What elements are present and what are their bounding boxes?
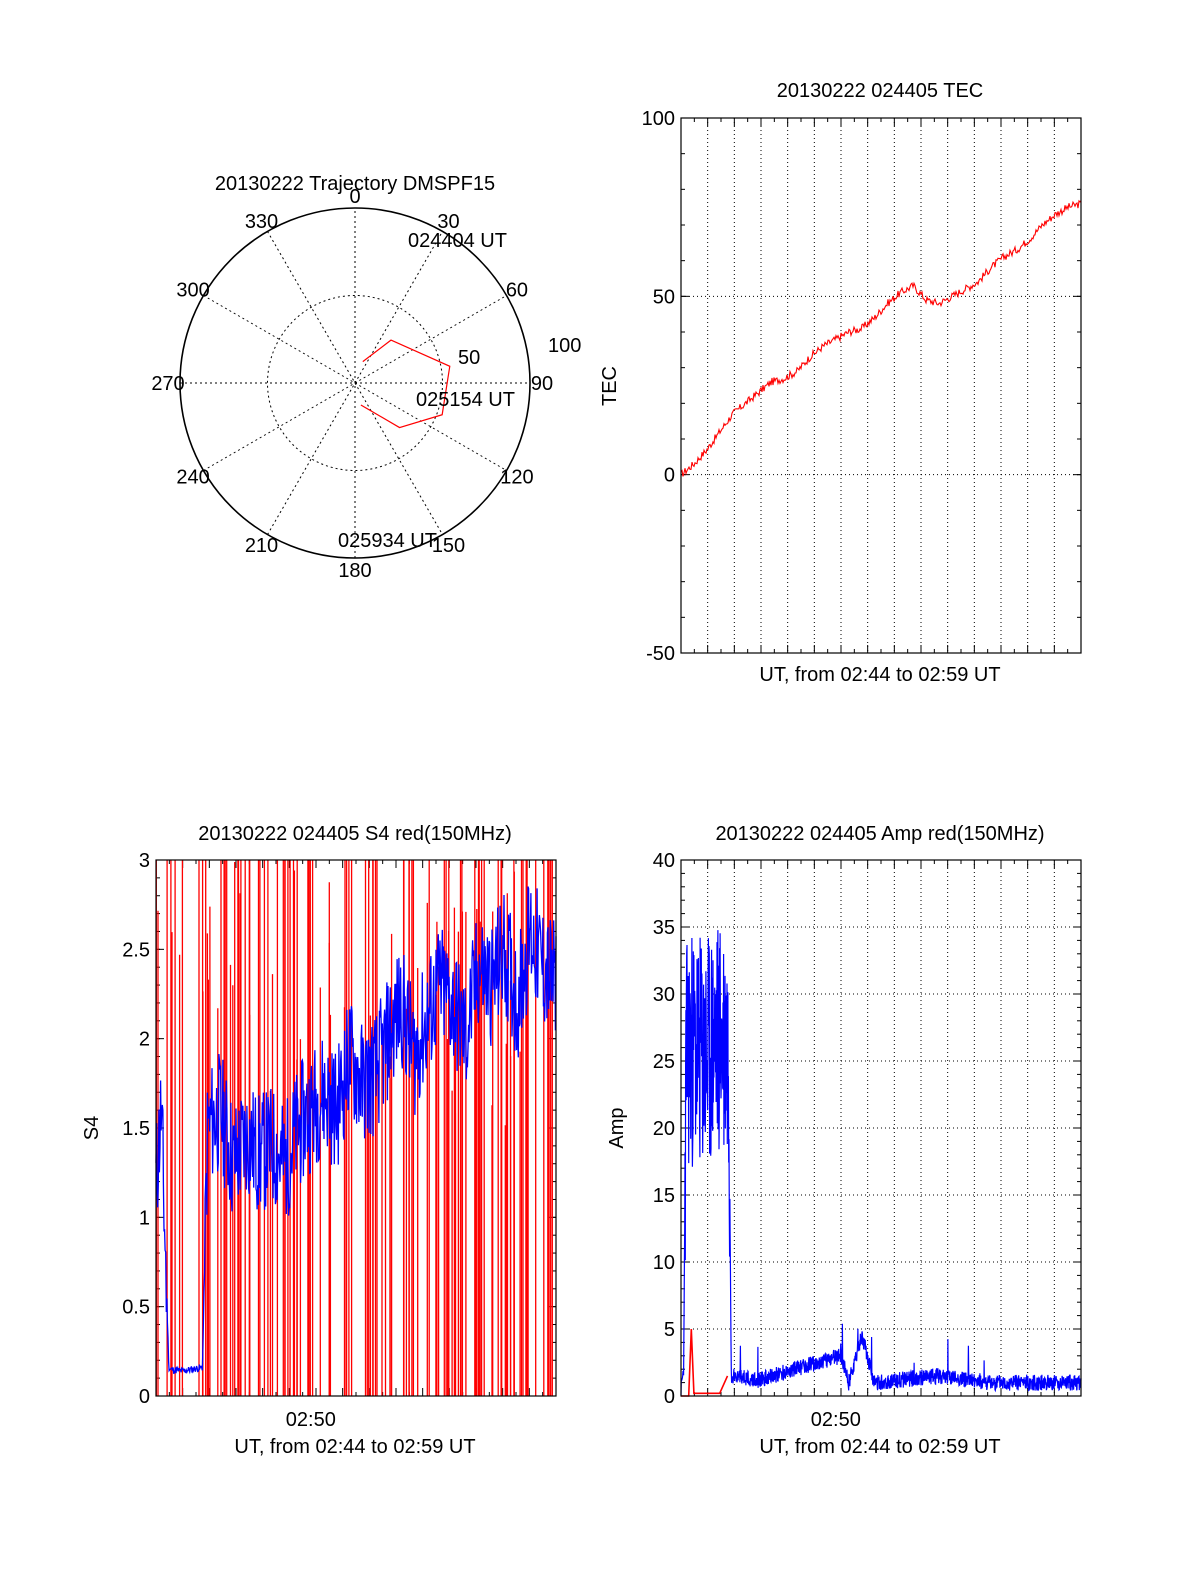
polar-spoke [267, 231, 443, 535]
polar-inner-circle [267, 295, 443, 471]
polar-angle-label: 300 [176, 280, 209, 302]
polar-angle-label: 150 [432, 535, 465, 557]
polar-angle-label: 0 [349, 186, 360, 208]
tec-ylabel: TEC [599, 366, 621, 406]
s4-xtick-label: 02:50 [286, 1409, 336, 1431]
polar-angle-label: 180 [338, 560, 371, 582]
amp-xlabel: UT, from 02:44 to 02:59 UT [759, 1436, 1000, 1458]
amp-ytick-label: 0 [664, 1386, 675, 1408]
tec-ytick-label: 100 [642, 108, 675, 130]
amp-ytick-label: 25 [653, 1051, 675, 1073]
amp-title: 20130222 024405 Amp red(150MHz) [715, 823, 1044, 845]
s4-xlabel: UT, from 02:44 to 02:59 UT [234, 1436, 475, 1458]
amp-ytick-label: 30 [653, 984, 675, 1006]
polar-annotation-mid: 025154 UT [416, 389, 515, 411]
polar-angle-label: 30 [437, 211, 459, 233]
s4-ytick-label: 2 [139, 1029, 150, 1051]
amp-ytick-label: 5 [664, 1319, 675, 1341]
amp-ytick-label: 40 [653, 850, 675, 872]
tec-xlabel: UT, from 02:44 to 02:59 UT [759, 664, 1000, 686]
s4-plot: 20130222 024405 S4 red(150MHz) S4 UT, fr… [81, 823, 557, 1458]
amp-ytick-label: 20 [653, 1118, 675, 1140]
polar-angle-label: 330 [245, 211, 278, 233]
polar-angle-label: 90 [531, 373, 553, 395]
s4-ytick-label: 3 [139, 850, 150, 872]
s4-ytick-label: 0.5 [122, 1297, 150, 1319]
polar-annotation-end: 025934 UT [338, 530, 437, 552]
tec-plot: 20130222 024405 TEC TEC UT, from 02:44 t… [599, 80, 1082, 686]
s4-ylabel: S4 [81, 1116, 103, 1140]
polar-annotation-start: 024404 UT [408, 230, 507, 252]
amp-plot: 20130222 024405 Amp red(150MHz) Amp UT, … [606, 823, 1082, 1458]
tec-frame [680, 117, 1082, 654]
polar-angle-label: 60 [506, 280, 528, 302]
amp-red-line [681, 1328, 729, 1397]
polar-trajectory-plot: 20130222 Trajectory DMSPF15 0 30 60 90 120 15… [151, 173, 581, 582]
amp-blue-line [680, 930, 1082, 1396]
polar-angle-labels: 0 30 60 90 120 150 180 210 240 270 300 330 [151, 186, 553, 582]
polar-angle-label: 210 [245, 535, 278, 557]
tec-ytick-label: 50 [653, 286, 675, 308]
polar-grid [179, 207, 531, 559]
polar-radius-label-100: 100 [548, 335, 581, 357]
s4-ytick-label: 1.5 [122, 1118, 150, 1140]
s4-blue-line [155, 886, 557, 1375]
s4-ytick-label: 1 [139, 1207, 150, 1229]
tec-ytick-label: 0 [664, 465, 675, 487]
amp-ytick-label: 10 [653, 1252, 675, 1274]
amp-xtick-label: 02:50 [811, 1409, 861, 1431]
polar-trajectory-line [360, 339, 451, 429]
tec-series-line [680, 199, 1082, 477]
s4-title: 20130222 024405 S4 red(150MHz) [198, 823, 512, 845]
polar-title: 20130222 Trajectory DMSPF15 [215, 173, 495, 195]
tec-ytick-label: -50 [646, 643, 675, 665]
polar-angle-label: 120 [500, 467, 533, 489]
s4-ytick-label: 2.5 [122, 939, 150, 961]
tec-title: 20130222 024405 TEC [777, 80, 983, 102]
s4-ytick-label: 0 [139, 1386, 150, 1408]
amp-ylabel: Amp [606, 1107, 628, 1148]
amp-frame [680, 859, 1082, 1397]
amp-ytick-label: 35 [653, 917, 675, 939]
amp-ytick-label: 15 [653, 1185, 675, 1207]
polar-angle-label: 240 [176, 467, 209, 489]
polar-radius-label-50: 50 [458, 347, 480, 369]
polar-angle-label: 270 [151, 373, 184, 395]
s4-frame [155, 859, 557, 1397]
